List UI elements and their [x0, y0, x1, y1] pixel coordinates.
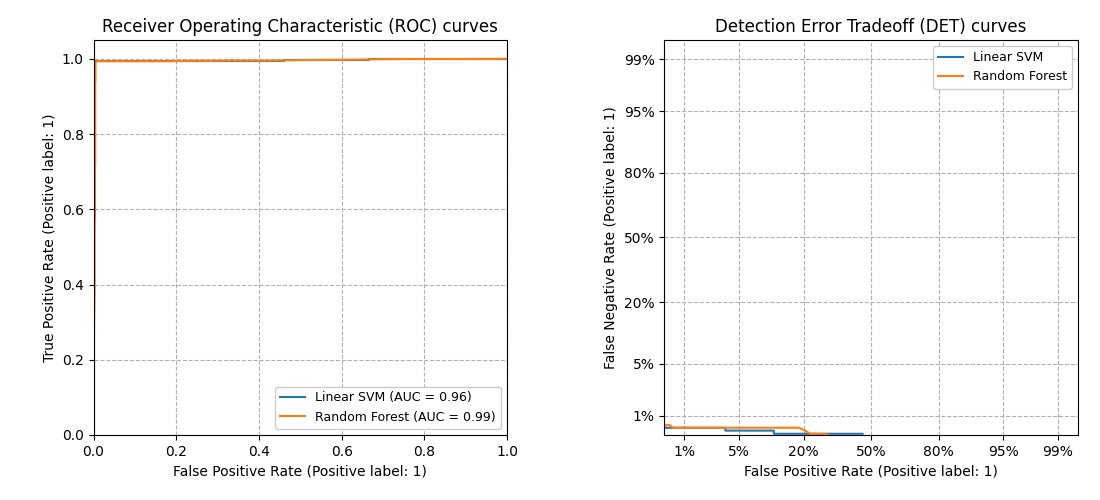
- Linear SVM (AUC = 0.96): [88, 214, 101, 220]
- Linear SVM (AUC = 0.96): [317, 57, 330, 63]
- Linear SVM (AUC = 0.96): [87, 286, 100, 292]
- Y-axis label: False Negative Rate (Positive label: 1): False Negative Rate (Positive label: 1): [604, 106, 618, 369]
- Linear SVM (AUC = 0.96): [88, 241, 101, 247]
- Linear SVM: [607, 180, 620, 186]
- Linear SVM (AUC = 0.96): [87, 343, 100, 349]
- Linear SVM (AUC = 0.96): [363, 56, 376, 62]
- Random Forest (AUC = 0.99): [500, 56, 514, 62]
- Legend: Linear SVM, Random Forest: Linear SVM, Random Forest: [933, 46, 1071, 88]
- Line: Linear SVM (AUC = 0.96): Linear SVM (AUC = 0.96): [94, 59, 507, 435]
- Random Forest: [607, 148, 620, 154]
- Random Forest: [657, 390, 670, 396]
- Random Forest: [652, 329, 666, 335]
- Linear SVM (AUC = 0.96): [89, 126, 102, 132]
- Linear SVM (AUC = 0.96): [89, 58, 102, 64]
- Linear SVM (AUC = 0.96): [276, 58, 289, 64]
- Linear SVM (AUC = 0.96): [316, 57, 329, 63]
- Linear SVM (AUC = 0.96): [317, 57, 330, 63]
- Linear SVM (AUC = 0.96): [101, 58, 114, 64]
- Linear SVM: [634, 240, 647, 246]
- Linear SVM (AUC = 0.96): [87, 432, 100, 438]
- Title: Detection Error Tradeoff (DET) curves: Detection Error Tradeoff (DET) curves: [715, 18, 1027, 36]
- Linear SVM (AUC = 0.96): [133, 58, 146, 64]
- Random Forest (AUC = 0.99): [87, 432, 100, 438]
- Linear SVM: [812, 431, 825, 437]
- Linear SVM: [641, 265, 654, 271]
- Linear SVM (AUC = 0.96): [88, 241, 101, 247]
- Random Forest: [838, 434, 851, 440]
- Linear SVM: [932, 481, 945, 487]
- Linear SVM (AUC = 0.96): [87, 432, 100, 438]
- Random Forest (AUC = 0.99): [89, 85, 102, 91]
- Random Forest: [652, 280, 666, 286]
- Linear SVM (AUC = 0.96): [437, 56, 450, 62]
- Random Forest: [657, 401, 670, 407]
- Legend: Linear SVM (AUC = 0.96), Random Forest (AUC = 0.99): Linear SVM (AUC = 0.96), Random Forest (…: [275, 386, 500, 428]
- Linear SVM: [447, 180, 460, 186]
- Random Forest (AUC = 0.99): [107, 58, 120, 64]
- Line: Random Forest (AUC = 0.99): Random Forest (AUC = 0.99): [94, 59, 507, 435]
- Linear SVM (AUC = 0.96): [500, 56, 514, 62]
- Linear SVM (AUC = 0.96): [319, 57, 332, 63]
- Random Forest: [657, 405, 670, 411]
- Linear SVM (AUC = 0.96): [88, 132, 101, 138]
- Title: Receiver Operating Characteristic (ROC) curves: Receiver Operating Characteristic (ROC) …: [102, 18, 498, 36]
- Linear SVM (AUC = 0.96): [101, 58, 114, 64]
- Linear SVM (AUC = 0.96): [133, 58, 146, 64]
- Linear SVM (AUC = 0.96): [319, 56, 332, 62]
- Line: Linear SVM: Linear SVM: [453, 182, 954, 500]
- Linear SVM (AUC = 0.96): [276, 58, 289, 64]
- Random Forest (AUC = 0.99): [88, 194, 101, 200]
- Y-axis label: True Positive Rate (Positive label: 1): True Positive Rate (Positive label: 1): [42, 114, 56, 362]
- Linear SVM (AUC = 0.96): [277, 58, 290, 64]
- Linear SVM (AUC = 0.96): [89, 126, 102, 132]
- Line: Random Forest: Random Forest: [614, 150, 1100, 500]
- Random Forest (AUC = 0.99): [116, 58, 129, 64]
- Linear SVM (AUC = 0.96): [316, 58, 329, 64]
- X-axis label: False Positive Rate (Positive label: 1): False Positive Rate (Positive label: 1): [745, 464, 998, 478]
- Linear SVM (AUC = 0.96): [87, 343, 100, 349]
- Linear SVM (AUC = 0.96): [381, 56, 394, 62]
- Linear SVM (AUC = 0.96): [89, 132, 102, 138]
- Linear SVM (AUC = 0.96): [88, 214, 101, 220]
- X-axis label: False Positive Rate (Positive label: 1): False Positive Rate (Positive label: 1): [174, 464, 427, 478]
- Linear SVM (AUC = 0.96): [381, 56, 394, 62]
- Linear SVM: [838, 431, 851, 437]
- Linear SVM: [641, 256, 654, 262]
- Linear SVM (AUC = 0.96): [88, 175, 101, 181]
- Linear SVM (AUC = 0.96): [88, 175, 101, 181]
- Random Forest (AUC = 0.99): [97, 58, 110, 64]
- Random Forest (AUC = 0.99): [89, 61, 102, 67]
- Linear SVM (AUC = 0.96): [437, 56, 450, 62]
- Linear SVM (AUC = 0.96): [363, 56, 376, 62]
- Linear SVM (AUC = 0.96): [277, 58, 290, 64]
- Linear SVM (AUC = 0.96): [88, 286, 101, 292]
